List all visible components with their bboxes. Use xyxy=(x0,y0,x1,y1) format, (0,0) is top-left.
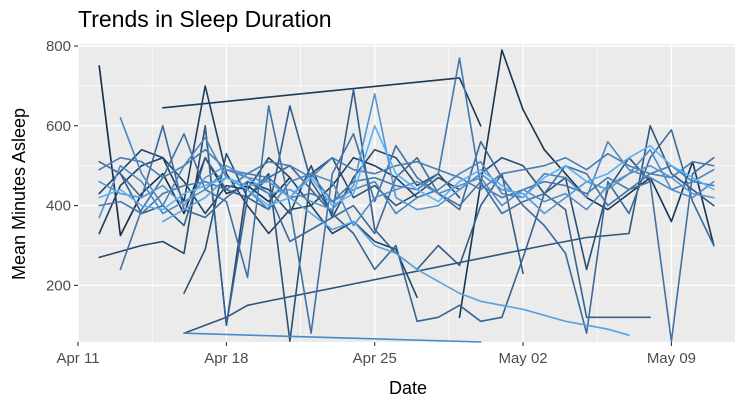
y-tick-label: 200 xyxy=(46,277,71,294)
series-line-19 xyxy=(98,125,715,211)
series-line-5 xyxy=(98,148,418,299)
series-line-14 xyxy=(98,148,715,191)
y-tick-labels: 200 400 600 800 xyxy=(46,38,71,294)
series-line-12 xyxy=(119,105,715,343)
axis-ticks xyxy=(74,45,672,346)
y-tick-label: 800 xyxy=(46,38,71,55)
x-tick-labels: Apr 11 Apr 18 Apr 25 May 02 May 09 xyxy=(56,350,696,367)
x-tick-label: May 02 xyxy=(498,350,547,367)
x-tick-label: Apr 11 xyxy=(56,350,99,367)
series-line-16 xyxy=(98,148,715,227)
chart-title: Trends in Sleep Duration xyxy=(78,6,332,32)
x-tick-label: Apr 25 xyxy=(353,350,397,367)
series-line-7 xyxy=(183,152,652,343)
series-line-2 xyxy=(162,77,482,127)
series-layer xyxy=(98,49,715,343)
y-tick-label: 600 xyxy=(46,118,71,135)
series-line-15 xyxy=(119,117,715,215)
series-line-20 xyxy=(183,332,482,343)
y-tick-label: 400 xyxy=(46,198,71,215)
series-line-8 xyxy=(183,125,715,335)
series-line-10 xyxy=(204,125,652,327)
series-line-18 xyxy=(162,176,630,337)
series-line-17 xyxy=(98,93,715,215)
series-line-6 xyxy=(98,125,461,327)
x-tick-label: Apr 18 xyxy=(204,350,248,367)
series-line-3 xyxy=(458,49,715,319)
x-axis-title: Date xyxy=(389,378,427,398)
x-tick-label: May 09 xyxy=(647,350,696,367)
y-axis-title: Mean Minutes Asleep xyxy=(9,108,29,280)
series-line-4 xyxy=(98,85,440,235)
